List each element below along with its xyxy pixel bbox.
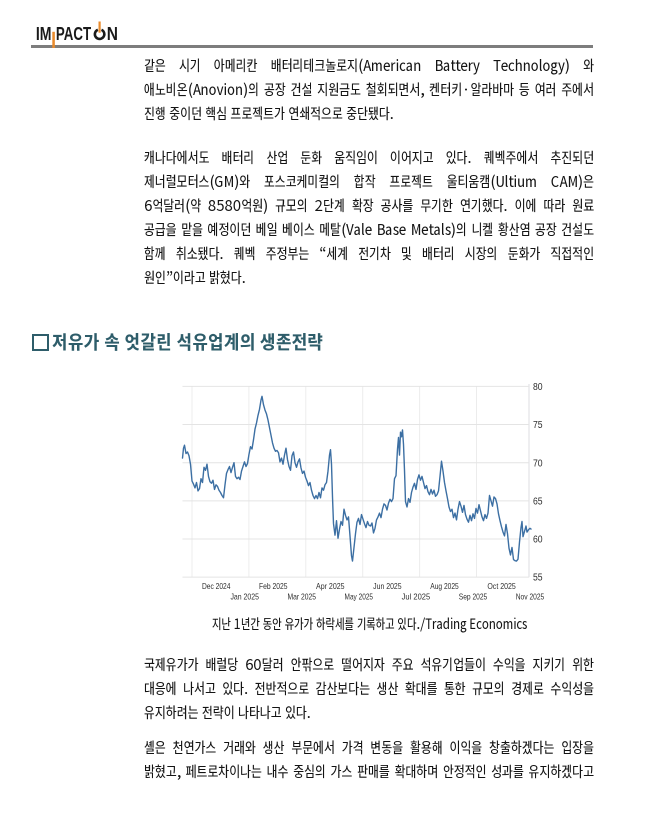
svg-text:Dec 2024: Dec 2024 bbox=[202, 581, 231, 591]
svg-text:Feb 2025: Feb 2025 bbox=[259, 581, 288, 591]
svg-text:Mar 2025: Mar 2025 bbox=[288, 592, 317, 602]
svg-text:Nov 2025: Nov 2025 bbox=[516, 592, 545, 602]
svg-text:Aug 2025: Aug 2025 bbox=[430, 581, 459, 591]
svg-text:65: 65 bbox=[533, 496, 543, 507]
svg-text:IM: IM bbox=[36, 24, 52, 44]
svg-text:Apr 2025: Apr 2025 bbox=[316, 581, 345, 591]
svg-text:70: 70 bbox=[533, 458, 543, 469]
svg-text:55: 55 bbox=[533, 573, 543, 584]
svg-text:Sep 2025: Sep 2025 bbox=[459, 592, 488, 602]
svg-text:Jun 2025: Jun 2025 bbox=[373, 581, 402, 591]
svg-text:60: 60 bbox=[533, 535, 543, 546]
svg-text:Jan 2025: Jan 2025 bbox=[230, 592, 259, 602]
svg-text:PACT: PACT bbox=[56, 24, 91, 44]
svg-text:May 2025: May 2025 bbox=[345, 592, 374, 602]
svg-text:80: 80 bbox=[533, 382, 543, 393]
svg-text:Jul 2025: Jul 2025 bbox=[402, 592, 431, 602]
svg-text:N: N bbox=[107, 24, 118, 44]
svg-text:75: 75 bbox=[533, 420, 543, 431]
svg-text:Oct 2025: Oct 2025 bbox=[487, 581, 516, 591]
